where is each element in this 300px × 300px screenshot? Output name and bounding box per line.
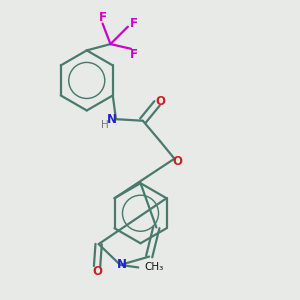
Text: F: F [99, 11, 106, 24]
Text: N: N [117, 258, 127, 272]
Text: O: O [92, 266, 102, 278]
Text: F: F [130, 48, 138, 61]
Text: F: F [130, 17, 138, 30]
Text: O: O [156, 95, 166, 108]
Text: CH₃: CH₃ [144, 262, 163, 272]
Text: H: H [101, 120, 109, 130]
Text: N: N [106, 113, 116, 126]
Text: O: O [172, 155, 182, 168]
